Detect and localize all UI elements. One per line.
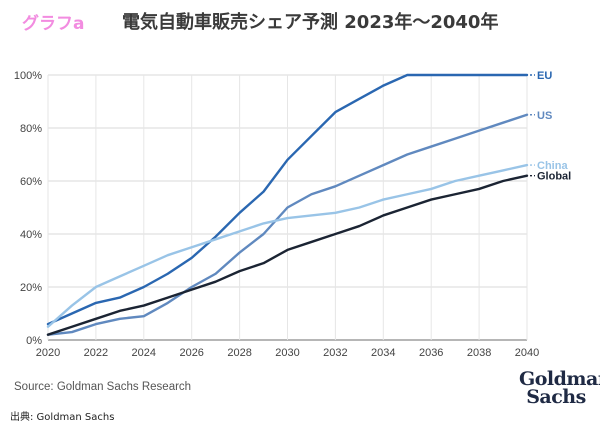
y-tick-label: 20%: [20, 282, 42, 294]
y-tick-label: 80%: [20, 123, 42, 135]
series-line-china: [46, 163, 529, 328]
logo-line-1: Goldman: [519, 368, 600, 390]
goldman-sachs-logo: Goldman Sachs: [519, 368, 600, 408]
y-tick-label: 60%: [20, 176, 42, 188]
series-line-eu: [46, 73, 529, 326]
x-tick-label: 2030: [275, 347, 299, 359]
line-chart: 0%20%40%60%80%100% 2020 2022 2024 2026 2028 2…: [14, 70, 571, 359]
logo-line-2: Sachs: [526, 386, 586, 408]
series-lines: [46, 73, 529, 336]
x-tick-label: 2020: [36, 347, 60, 359]
credit-note: 出典: Goldman Sachs: [10, 412, 115, 423]
x-tick-label: 2022: [84, 347, 108, 359]
series-label-us: US: [537, 110, 552, 122]
x-tick-label: 2024: [132, 347, 156, 359]
x-tick-label: 2036: [419, 347, 443, 359]
x-tick-label: 2038: [467, 347, 491, 359]
chart-title: 電気自動車販売シェア予測 2023年〜2040年: [122, 12, 499, 33]
series-label-eu: EU: [537, 70, 552, 82]
series-line-us: [46, 113, 529, 336]
chart-badge: グラフa: [22, 14, 85, 34]
y-tick-label: 0%: [26, 335, 42, 347]
series-label-china: China: [537, 160, 568, 172]
gridlines: [47, 74, 528, 341]
x-tick-label: 2034: [371, 347, 395, 359]
y-axis-ticks: 0% 20% 40% 60% 80% 100%: [14, 70, 42, 347]
y-tick-label: 40%: [20, 229, 42, 241]
series-label-global: Global: [537, 171, 571, 183]
source-note: Source: Goldman Sachs Research: [14, 381, 192, 393]
x-tick-label: 2026: [179, 347, 203, 359]
x-tick-label: 2032: [323, 347, 347, 359]
x-axis-ticks: 2020 2022 2024 2026 2028 2030 2032 2034 2036 2038…: [36, 347, 539, 359]
x-tick-label: 2028: [227, 347, 251, 359]
x-tick-label: 2040: [515, 347, 539, 359]
y-tick-label: 100%: [14, 70, 42, 82]
series-line-global: [46, 174, 529, 336]
